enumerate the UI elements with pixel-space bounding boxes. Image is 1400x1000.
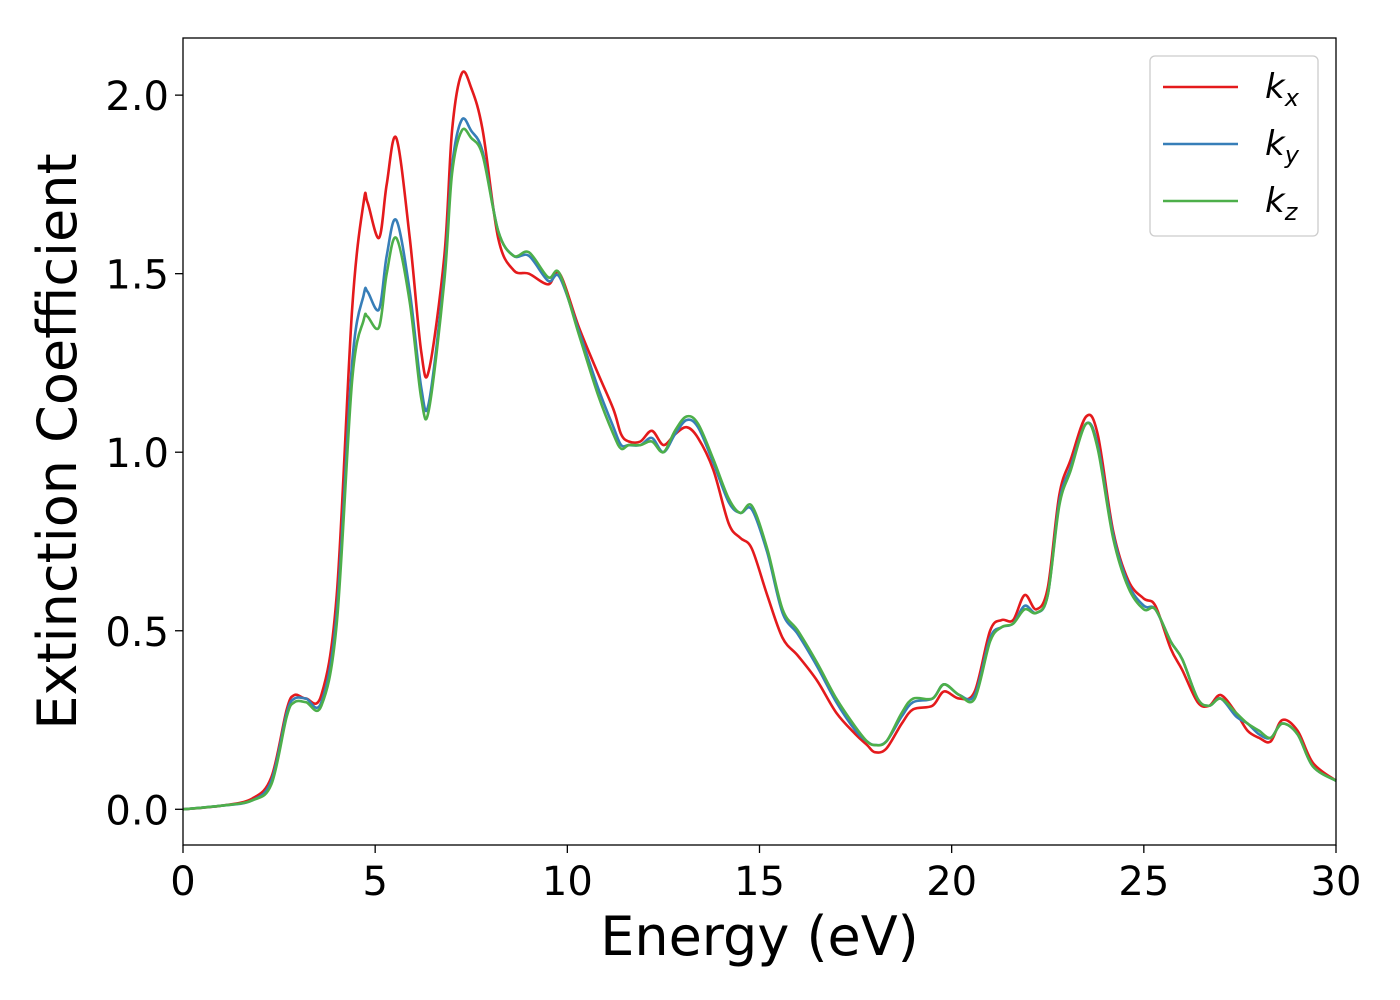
plot-area bbox=[183, 38, 1336, 845]
x-axis-title: Energy (eV) bbox=[600, 905, 919, 968]
legend-symbol: k bbox=[1265, 124, 1286, 164]
x-tick-label: 20 bbox=[926, 859, 977, 905]
y-tick-label: 2.0 bbox=[105, 74, 169, 120]
series-line-kx bbox=[182, 70, 1337, 811]
x-tick-label: 25 bbox=[1118, 859, 1169, 905]
legend-subscript: z bbox=[1284, 198, 1299, 226]
legend-label-kz: kz bbox=[1265, 181, 1299, 226]
series-line-kz bbox=[182, 127, 1337, 811]
x-tick-label: 30 bbox=[1311, 859, 1362, 905]
x-axis: 0 5 10 15 20 25 30 bbox=[170, 845, 1361, 905]
y-tick-label: 1.5 bbox=[105, 253, 169, 299]
x-tick-label: 15 bbox=[734, 859, 785, 905]
legend-symbol: k bbox=[1265, 181, 1286, 221]
legend-label-kx: kx bbox=[1265, 67, 1300, 112]
y-tick-label: 1.0 bbox=[105, 431, 169, 477]
x-tick-label: 0 bbox=[170, 859, 195, 905]
x-tick-label: 5 bbox=[362, 859, 387, 905]
y-axis-title: Extinction Coefficient bbox=[26, 153, 89, 729]
legend-subscript: x bbox=[1284, 84, 1300, 112]
legend-box bbox=[1149, 55, 1319, 237]
x-tick-label: 10 bbox=[542, 859, 593, 905]
legend-symbol: k bbox=[1265, 67, 1286, 107]
y-axis: 0.0 0.5 1.0 1.5 2.0 bbox=[105, 74, 183, 834]
series-layer bbox=[182, 70, 1337, 811]
y-tick-label: 0.0 bbox=[105, 788, 169, 834]
y-tick-label: 0.5 bbox=[105, 610, 169, 656]
legend-label-ky: ky bbox=[1265, 124, 1300, 169]
legend-subscript: y bbox=[1284, 141, 1300, 169]
